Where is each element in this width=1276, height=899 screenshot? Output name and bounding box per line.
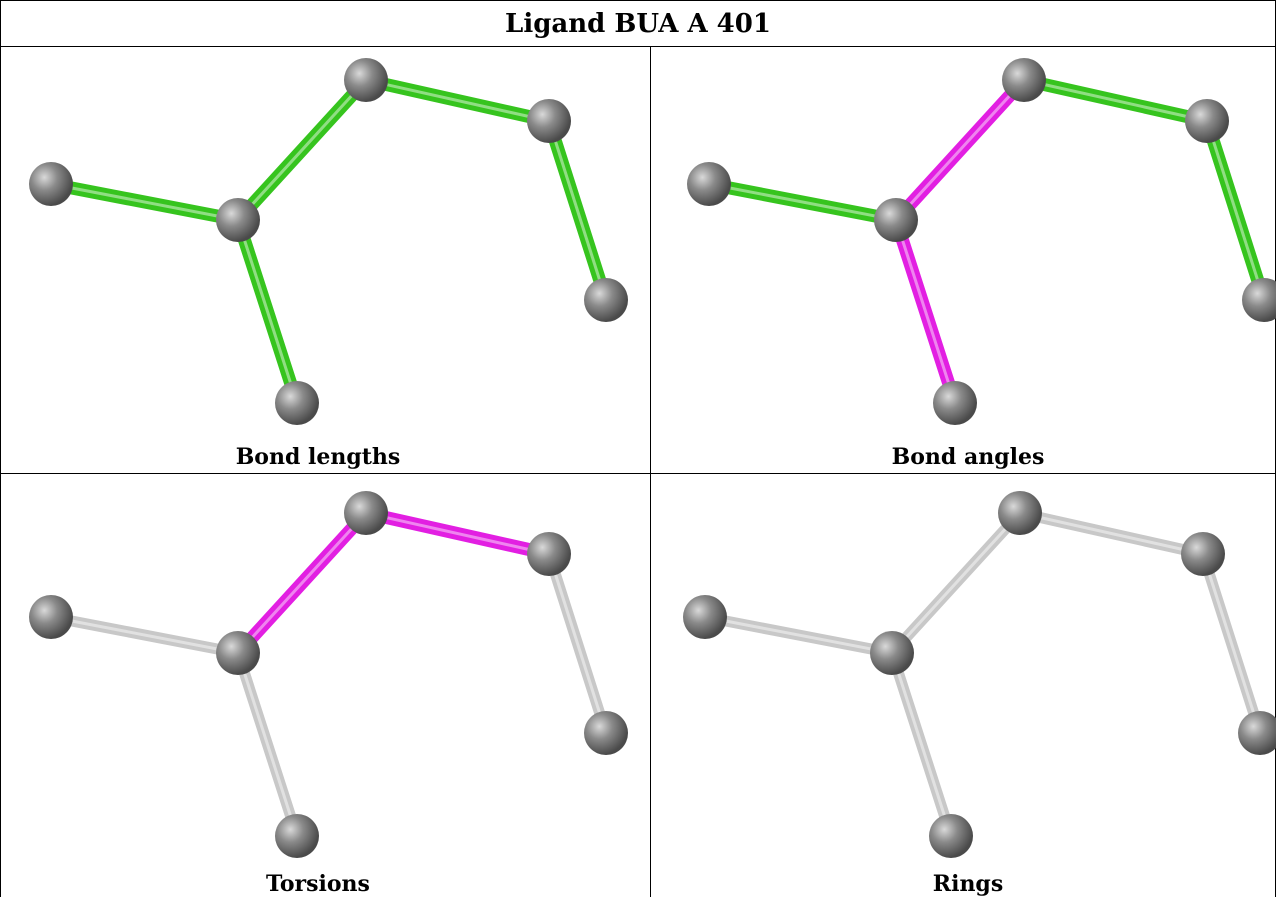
bond-grey_bond	[886, 507, 1026, 659]
bond-grey_bond	[886, 647, 957, 842]
border-left	[0, 0, 1, 897]
panel-torsions: Torsions	[1, 474, 635, 899]
atom	[1185, 99, 1229, 143]
bond-green	[1017, 73, 1214, 128]
border-top	[0, 0, 1276, 1]
bond-green	[359, 73, 556, 128]
atom	[687, 162, 731, 206]
bond-green	[1200, 114, 1271, 307]
atom	[275, 381, 319, 425]
bond-green	[44, 177, 245, 227]
atom	[527, 99, 571, 143]
bond-grey_bond	[1014, 507, 1209, 560]
bond-grey_bond	[699, 611, 898, 659]
atom	[998, 491, 1042, 535]
divider-middle	[0, 473, 1276, 474]
panel-bond-lengths: Bond lengths	[1, 47, 635, 472]
molecule-diagram	[687, 58, 1276, 425]
atom	[1238, 711, 1276, 755]
atom	[344, 491, 388, 535]
bond-grey_bond	[1197, 548, 1266, 739]
bond-grey_bond	[543, 548, 612, 739]
bond-green	[231, 73, 373, 227]
panel-rings: Rings	[651, 474, 1276, 899]
bond-green	[542, 114, 613, 307]
atom	[929, 814, 973, 858]
bond-grey_bond	[45, 611, 244, 659]
panel-caption: Bond angles	[891, 444, 1045, 470]
atom	[275, 814, 319, 858]
panel-caption: Bond lengths	[235, 444, 401, 470]
atom	[29, 595, 73, 639]
bond-green	[702, 177, 903, 227]
atom	[527, 532, 571, 576]
atom	[29, 162, 73, 206]
atom	[1002, 58, 1046, 102]
bond-magenta	[231, 506, 373, 660]
bond-green	[231, 213, 304, 410]
atom	[584, 278, 628, 322]
molecule-diagram	[683, 491, 1276, 858]
panel-caption: Torsions	[266, 871, 370, 897]
panel-bond-angles: Bond angles	[651, 47, 1276, 472]
atom	[216, 631, 260, 675]
divider-vertical	[650, 46, 651, 897]
atom	[683, 595, 727, 639]
bond-magenta	[889, 73, 1031, 227]
atom	[1181, 532, 1225, 576]
atom	[1242, 278, 1276, 322]
molecule-diagram	[29, 58, 628, 425]
bond-magenta	[359, 506, 556, 561]
atom	[216, 198, 260, 242]
molecule-diagram	[29, 491, 628, 858]
bond-magenta	[889, 213, 962, 410]
panel-caption: Rings	[932, 871, 1004, 897]
atom	[870, 631, 914, 675]
atom	[933, 381, 977, 425]
bond-grey_bond	[232, 647, 303, 842]
atom	[584, 711, 628, 755]
atom	[344, 58, 388, 102]
divider-title	[0, 46, 1276, 47]
figure-title: Ligand BUA A 401	[505, 8, 771, 39]
atom	[874, 198, 918, 242]
